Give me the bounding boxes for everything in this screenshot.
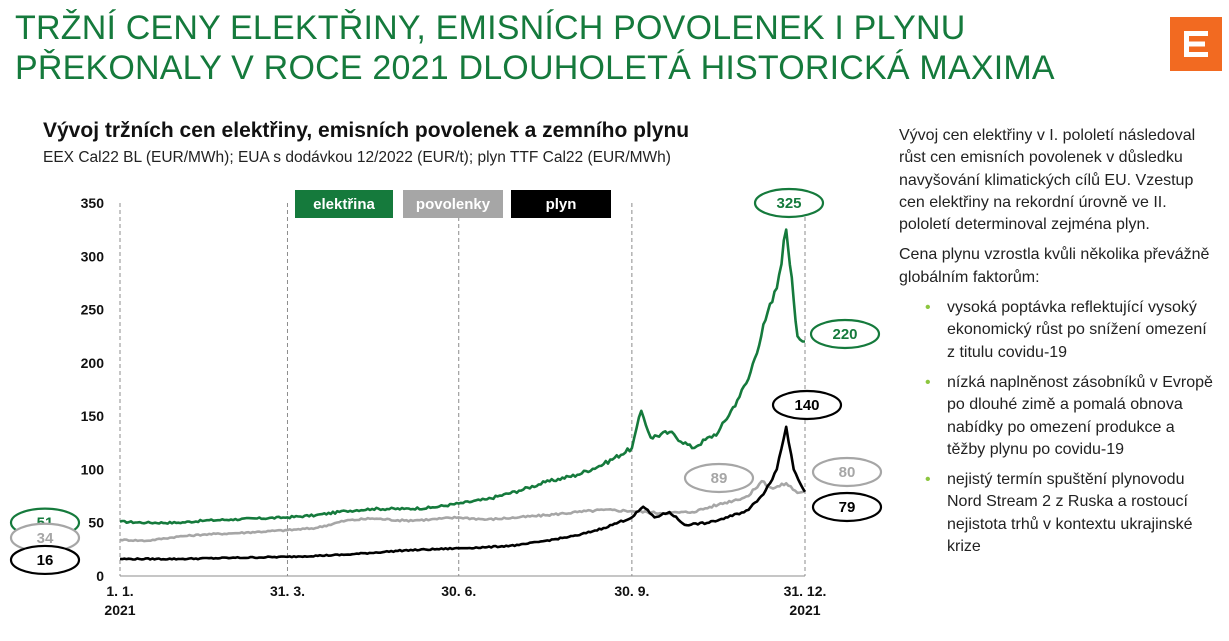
legend-swatch-2 <box>511 190 611 218</box>
sidebar-bullet: nejistý termín spuštění plynovodu Nord S… <box>925 469 1214 558</box>
legend-label-0: elektřina <box>313 196 375 213</box>
y-tick-label: 200 <box>81 355 105 371</box>
x-tick-label: 30. 9. <box>614 583 649 599</box>
series-line-2 <box>119 425 807 561</box>
x-tick-sublabel: 2021 <box>104 602 135 618</box>
headline-line-2: PŘEKONALY V ROCE 2021 DLOUHOLETÁ HISTORI… <box>15 49 1055 87</box>
plyn-end-label-oval <box>811 491 883 523</box>
sidebar-bullet-list: vysoká poptávka reflektující vysoký ekon… <box>899 297 1214 558</box>
povolenky-start-label: 34 <box>37 530 54 547</box>
x-tick-label: 31. 3. <box>270 583 305 599</box>
plyn-start-label: 16 <box>37 552 54 569</box>
sidebar-paragraph-1: Vývoj cen elektřiny v I. pololetí násled… <box>899 127 1196 234</box>
elektrina-peak-label: 325 <box>776 195 801 212</box>
y-tick-label: 250 <box>81 302 105 318</box>
sidebar-bullet: nízká naplněnost zásobníků v Evropě po d… <box>925 372 1214 461</box>
y-tick-label: 50 <box>88 515 104 531</box>
sidebar-paragraph-2: Cena plynu vzrostla kvůli několika převá… <box>899 246 1210 286</box>
y-tick-label: 100 <box>81 461 105 477</box>
chart-title: Vývoj tržních cen elektřiny, emisních po… <box>43 119 690 142</box>
page-headline: TRŽNÍ CENY ELEKTŘINY, EMISNÍCH POVOLENEK… <box>15 8 1135 88</box>
series-line-0 <box>119 228 806 525</box>
elektrina-peak-label-oval <box>753 187 825 219</box>
legend-swatch-1 <box>403 190 503 218</box>
y-tick-label: 300 <box>81 248 105 264</box>
legend-label-1: povolenky <box>416 196 491 213</box>
plyn-end-label: 79 <box>839 499 856 516</box>
elektrina-end-label: 220 <box>832 326 857 343</box>
y-tick-label: 0 <box>96 568 104 584</box>
cez-logo-icon <box>1184 31 1208 57</box>
chart-subtitle: EEX Cal22 BL (EUR/MWh); EUA s dodávkou 1… <box>43 149 671 166</box>
x-tick-label: 30. 6. <box>441 583 476 599</box>
povolenky-end-label: 80 <box>839 464 856 481</box>
legend-swatch-0 <box>295 190 393 218</box>
y-tick-label: 150 <box>81 408 105 424</box>
povolenky-peak-label: 89 <box>711 470 728 487</box>
headline-line-1: TRŽNÍ CENY ELEKTŘINY, EMISNÍCH POVOLENEK… <box>15 9 966 47</box>
price-chart: 0 50 100 150 200 250 300 350 1. 1. 2021 31. 3. 30. … <box>9 187 883 618</box>
cez-logo <box>1170 17 1222 71</box>
x-tick-label: 31. 12. <box>784 583 827 599</box>
povolenky-end-label-oval <box>811 456 883 488</box>
elektrina-end-label-oval <box>809 318 881 350</box>
plyn-peak-label: 140 <box>794 397 819 414</box>
x-tick-sublabel: 2021 <box>789 602 820 618</box>
sidebar-bullet: vysoká poptávka reflektující vysoký ekon… <box>925 297 1214 364</box>
x-tick-label: 1. 1. <box>106 583 133 599</box>
povolenky-peak-label-oval <box>683 462 755 494</box>
y-tick-label: 350 <box>81 195 105 211</box>
plyn-peak-label-oval <box>771 389 843 421</box>
sidebar-commentary: Vývoj cen elektřiny v I. pololetí násled… <box>899 125 1214 566</box>
series-line-1 <box>119 479 806 543</box>
plyn-start-label-oval <box>9 544 81 576</box>
legend-label-2: plyn <box>546 196 577 213</box>
